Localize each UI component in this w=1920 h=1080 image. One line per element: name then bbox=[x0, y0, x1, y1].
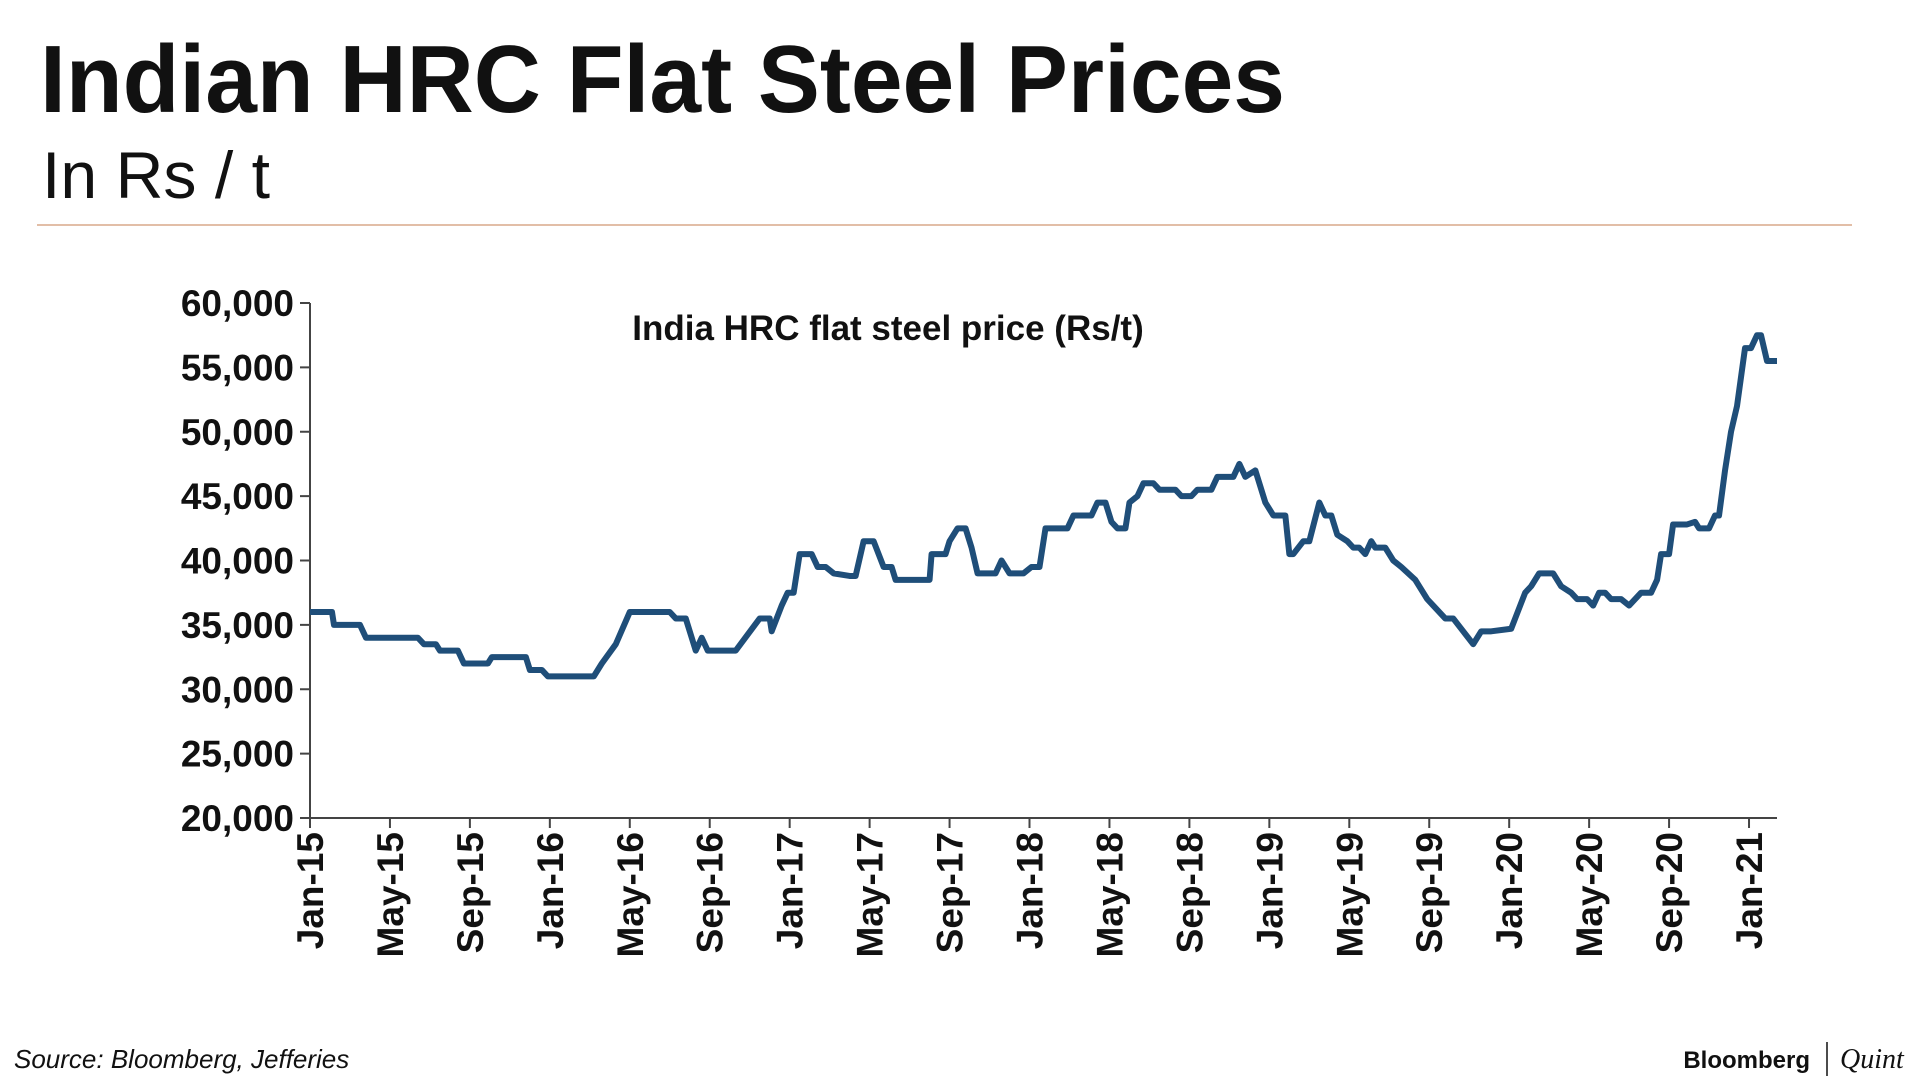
x-tick-label: Sep-20 bbox=[1649, 832, 1690, 953]
annotation: India HRC flat steel price (Rs/t) bbox=[632, 309, 1143, 348]
x-tick-label: Sep-16 bbox=[690, 832, 731, 953]
x-tick-label: Jan-17 bbox=[770, 832, 811, 949]
x-tick-label: Jan-20 bbox=[1489, 832, 1530, 949]
x-tick-label: May-17 bbox=[850, 832, 891, 957]
x-tick-label: May-15 bbox=[370, 832, 411, 957]
y-tick-label: 40,000 bbox=[181, 541, 294, 582]
price-line bbox=[310, 332, 1777, 680]
y-tick-label: 30,000 bbox=[181, 669, 294, 710]
x-tick-label: May-19 bbox=[1329, 832, 1370, 957]
y-tick-label: 25,000 bbox=[181, 734, 294, 775]
x-tick-label: Sep-19 bbox=[1409, 832, 1450, 953]
x-tick-label: Jan-16 bbox=[530, 832, 571, 949]
x-tick-label: Sep-17 bbox=[930, 832, 971, 953]
y-tick-label: 35,000 bbox=[181, 605, 294, 646]
x-tick-label: Jan-15 bbox=[290, 832, 331, 949]
x-tick-label: Jan-21 bbox=[1729, 832, 1770, 949]
x-tick-label: May-16 bbox=[610, 832, 651, 957]
x-tick-label: May-20 bbox=[1569, 832, 1610, 957]
x-tick-label: May-18 bbox=[1089, 832, 1130, 957]
brand2: Quint bbox=[1840, 1044, 1905, 1075]
y-tick-label: 60,000 bbox=[181, 283, 294, 324]
x-tick-label: Jan-19 bbox=[1249, 832, 1290, 949]
x-tick-label: Sep-18 bbox=[1169, 832, 1210, 953]
subtitle: In Rs / t bbox=[42, 138, 270, 212]
y-tick-label: 50,000 bbox=[181, 412, 294, 453]
x-tick-label: Sep-15 bbox=[450, 832, 491, 953]
x-tick-label: Jan-18 bbox=[1010, 832, 1051, 949]
y-tick-label: 45,000 bbox=[181, 476, 294, 517]
y-tick-label: 55,000 bbox=[181, 347, 294, 388]
brand: Bloomberg bbox=[1683, 1047, 1810, 1074]
source: Source: Bloomberg, Jefferies bbox=[14, 1044, 349, 1074]
title: Indian HRC Flat Steel Prices bbox=[40, 26, 1285, 133]
y-tick-label: 20,000 bbox=[181, 798, 294, 839]
